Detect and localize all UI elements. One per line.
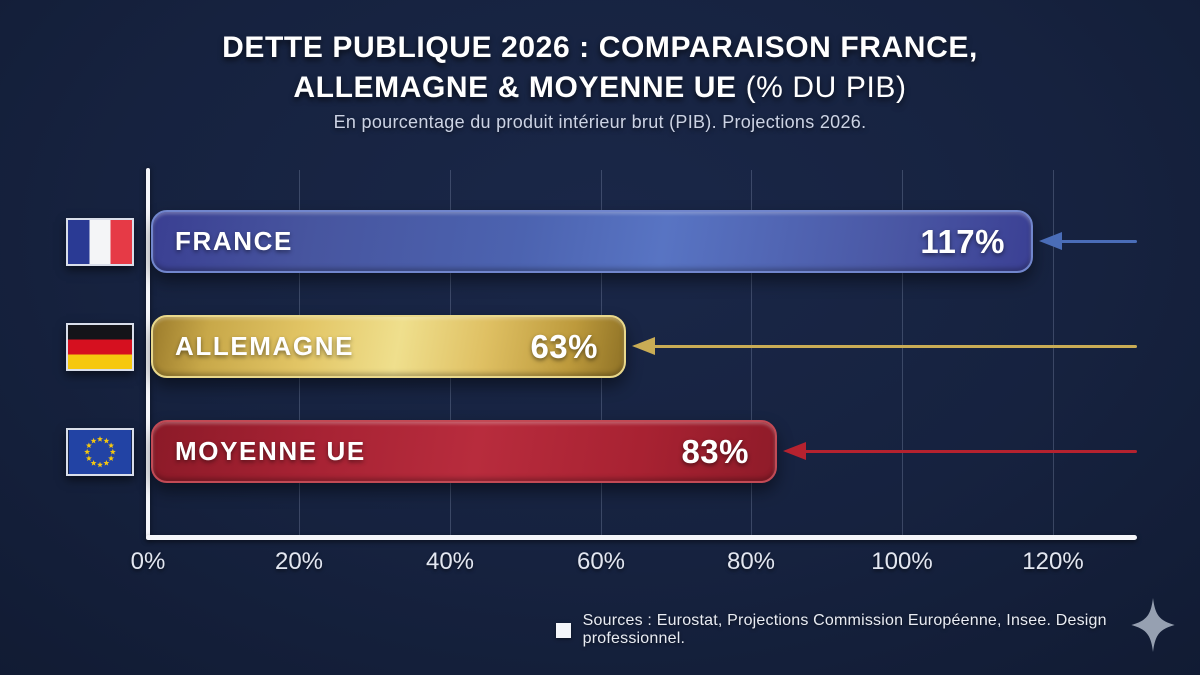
x-tick-label-60: 60% [576, 548, 626, 575]
title-line1: DETTE PUBLIQUE 2026 : COMPARAISON FRANCE… [222, 31, 978, 64]
chart-subtitle: En pourcentage du produit intérieur brut… [333, 112, 867, 132]
germany-flag [66, 323, 134, 371]
footer: Sources : Eurostat, Projections Commissi… [556, 612, 1200, 648]
eu-average-bar-label: MOYENNE UE [175, 436, 366, 466]
bar-row-eu-average: MOYENNE UE 83% [0, 420, 1200, 483]
sources-text: Sources : Eurostat, Projections Commissi… [582, 612, 1107, 647]
eu-flag [66, 428, 134, 476]
x-tick-label-40: 40% [425, 548, 475, 575]
title-line2-light: (% DU PIB) [736, 71, 907, 104]
france-bar-label: FRANCE [175, 226, 293, 256]
germany-arrow-head-icon [632, 337, 655, 355]
bar-row-germany: ALLEMAGNE 63% [0, 315, 1200, 378]
gridline-120 [1053, 170, 1054, 536]
germany-bar-value: 63% [530, 327, 598, 365]
title-line2-strong: ALLEMAGNE & MOYENNE UE [293, 71, 737, 104]
x-axis-line [146, 535, 1137, 540]
footer-bullet-square [556, 622, 571, 638]
title-line2: ALLEMAGNE & MOYENNE UE (% DU PIB) [0, 68, 1200, 108]
x-tick-label-20: 20% [274, 548, 324, 575]
page-title: DETTE PUBLIQUE 2026 : COMPARAISON FRANCE… [0, 28, 1200, 108]
germany-bar-label: ALLEMAGNE [175, 331, 355, 361]
x-tick-label-0: 0% [130, 548, 166, 575]
x-tick-label-100: 100% [871, 548, 933, 575]
france-bar-value: 117% [920, 222, 1005, 260]
gridline-100 [902, 170, 903, 536]
france-arrow-head-icon [1039, 232, 1062, 250]
france-arrow-line [1060, 240, 1137, 243]
eu-average-bar-value: 83% [681, 432, 749, 470]
eu-average-arrow-head-icon [783, 442, 806, 460]
x-tick-label-120: 120% [1022, 548, 1084, 575]
germany-bar: ALLEMAGNE 63% [151, 315, 626, 378]
bar-row-france: FRANCE 117% [0, 210, 1200, 273]
eu-average-bar: MOYENNE UE 83% [151, 420, 777, 483]
x-tick-label-80: 80% [726, 548, 776, 575]
eu-average-arrow-line [804, 450, 1137, 453]
y-axis-line [146, 168, 150, 540]
germany-arrow-line [653, 345, 1137, 348]
gridline-80 [751, 170, 752, 536]
sparkle-icon [1131, 598, 1175, 652]
france-flag [66, 218, 134, 266]
france-bar: FRANCE 117% [151, 210, 1033, 273]
